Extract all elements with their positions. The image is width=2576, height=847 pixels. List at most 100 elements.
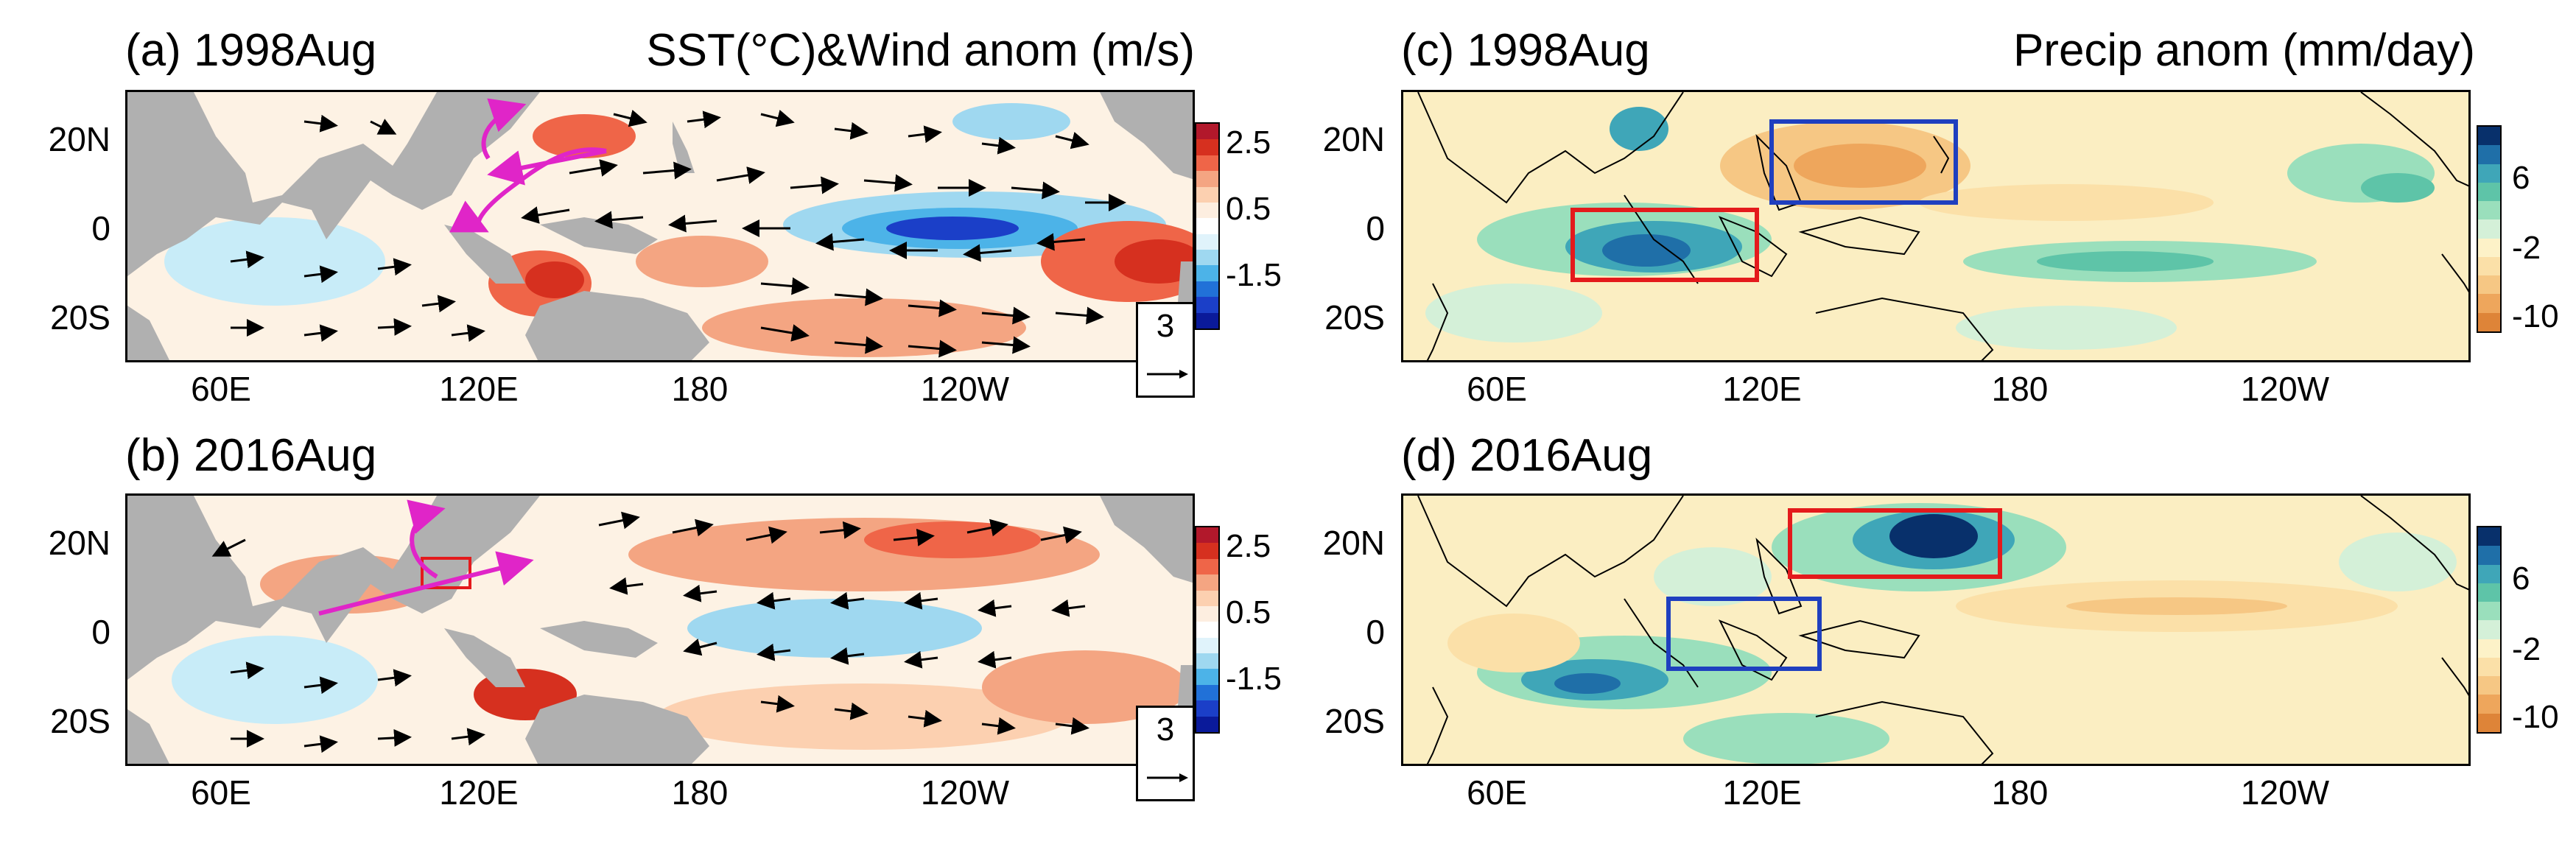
- panel-a-variable-title: SST(°C)&Wind anom (m/s): [646, 25, 1195, 76]
- panel-b-lat-0: 0: [91, 613, 110, 651]
- panel-d-lon-120e: 120E: [1722, 773, 1802, 812]
- panel-d-cbar-label-low: -10: [2512, 699, 2559, 735]
- colorbar-swatch: [2478, 164, 2500, 183]
- colorbar-swatch: [1196, 590, 1218, 606]
- colorbar-swatch: [1196, 124, 1218, 140]
- panel-b-lon-180: 180: [671, 773, 729, 812]
- panel-c-title: (c) 1998Aug: [1401, 25, 1650, 76]
- colorbar-swatch: [2478, 620, 2500, 639]
- panel-c-cbar-label-low: -10: [2512, 298, 2559, 334]
- panel-b-lon-120e: 120E: [439, 773, 519, 812]
- panel-d-lat-0: 0: [1366, 613, 1385, 651]
- colorbar-swatch: [1196, 155, 1218, 172]
- colorbar-swatch: [1196, 139, 1218, 155]
- colorbar-swatch: [2478, 256, 2500, 276]
- panel-b-lat-20s: 20S: [50, 702, 110, 740]
- panel-b-cbar-label-low: -1.5: [1226, 661, 1282, 697]
- panel-d-lon-180: 180: [1991, 773, 2049, 812]
- colorbar-swatch: [2478, 201, 2500, 220]
- colorbar-swatch: [1196, 653, 1218, 669]
- panel-a-lat-20s: 20S: [50, 298, 110, 337]
- colorbar-swatch: [1196, 186, 1218, 203]
- colorbar-swatch: [1196, 637, 1218, 653]
- panel-a-map: [125, 90, 1195, 362]
- colorbar-swatch: [1196, 558, 1218, 575]
- panel-c-map: [1401, 90, 2471, 362]
- colorbar-swatch: [2478, 127, 2500, 146]
- panel-d-lat-20s: 20S: [1324, 702, 1385, 740]
- panel-a-lon-120e: 120E: [439, 370, 519, 408]
- colorbar-swatch: [2478, 695, 2500, 714]
- colorbar-swatch: [2478, 676, 2500, 695]
- panel-a-lat-20n: 20N: [48, 120, 110, 158]
- panel-c-lon-60e: 60E: [1467, 370, 1527, 408]
- panel-c-lat-20s: 20S: [1324, 298, 1385, 337]
- panel-b-cbar-label-high: 2.5: [1226, 528, 1271, 564]
- colorbar-swatch: [2478, 657, 2500, 677]
- panel-a-lat-0: 0: [91, 209, 110, 247]
- colorbar-swatch: [1196, 543, 1218, 559]
- panel-c-lon-180: 180: [1991, 370, 2049, 408]
- panel-d-cbar-label-high: 6: [2512, 560, 2530, 597]
- panel-d-colorbar: [2477, 526, 2502, 734]
- panel-d-map: [1401, 493, 2471, 766]
- panel-b-lon-120w: 120W: [920, 773, 1010, 812]
- colorbar-swatch: [1196, 605, 1218, 622]
- colorbar-swatch: [1196, 700, 1218, 717]
- panel-b-colorbar: [1195, 526, 1220, 734]
- colorbar-swatch: [1196, 669, 1218, 685]
- panel-a-reference-value: 3: [1156, 308, 1175, 344]
- colorbar-swatch: [1196, 312, 1218, 328]
- colorbar-swatch: [2478, 219, 2500, 239]
- panel-d-title: (d) 2016Aug: [1401, 430, 1653, 481]
- panel-c-lon-120e: 120E: [1722, 370, 1802, 408]
- panel-c-lat-0: 0: [1366, 209, 1385, 247]
- panel-b-reference-vector: 3: [1136, 706, 1195, 801]
- colorbar-swatch: [2478, 713, 2500, 732]
- panel-a-lon-60e: 60E: [191, 370, 251, 408]
- colorbar-swatch: [2478, 639, 2500, 658]
- colorbar-swatch: [1196, 250, 1218, 266]
- colorbar-swatch: [2478, 238, 2500, 257]
- panel-b-reference-value: 3: [1156, 711, 1175, 748]
- colorbar-swatch: [1196, 202, 1218, 219]
- panel-b-lon-60e: 60E: [191, 773, 251, 812]
- panel-b-cbar-label-mid: 0.5: [1226, 594, 1271, 630]
- colorbar-swatch: [1196, 622, 1218, 638]
- panel-b-title: (b) 2016Aug: [125, 430, 377, 481]
- panel-a-cbar-label-low: -1.5: [1226, 257, 1282, 293]
- panel-c-cbar-label-high: 6: [2512, 160, 2530, 196]
- panel-c-lon-120w: 120W: [2240, 370, 2330, 408]
- panel-c-cbar-label-mid: -2: [2512, 230, 2541, 266]
- colorbar-swatch: [1196, 281, 1218, 298]
- colorbar-swatch: [1196, 527, 1218, 544]
- panel-a-lon-180: 180: [671, 370, 729, 408]
- colorbar-swatch: [2478, 275, 2500, 295]
- panel-a-cbar-label-high: 2.5: [1226, 124, 1271, 161]
- colorbar-swatch: [2478, 546, 2500, 565]
- colorbar-swatch: [1196, 265, 1218, 281]
- panel-a-cbar-label-mid: 0.5: [1226, 191, 1271, 227]
- colorbar-swatch: [1196, 218, 1218, 234]
- colorbar-swatch: [1196, 297, 1218, 313]
- colorbar-swatch: [2478, 182, 2500, 202]
- colorbar-swatch: [1196, 574, 1218, 591]
- colorbar-swatch: [2478, 145, 2500, 164]
- colorbar-swatch: [2478, 583, 2500, 602]
- colorbar-swatch: [1196, 716, 1218, 732]
- colorbar-swatch: [1196, 171, 1218, 187]
- panel-c-variable-title: Precip anom (mm/day): [2012, 25, 2475, 76]
- panel-d-cbar-label-mid: -2: [2512, 631, 2541, 667]
- colorbar-swatch: [2478, 527, 2500, 546]
- colorbar-swatch: [2478, 602, 2500, 621]
- panel-a-lon-120w: 120W: [920, 370, 1010, 408]
- panel-d-lat-20n: 20N: [1322, 524, 1385, 562]
- panel-d-lon-120w: 120W: [2240, 773, 2330, 812]
- colorbar-swatch: [1196, 684, 1218, 701]
- panel-d-lon-60e: 60E: [1467, 773, 1527, 812]
- colorbar-swatch: [2478, 294, 2500, 313]
- colorbar-swatch: [1196, 233, 1218, 250]
- panel-c-lat-20n: 20N: [1322, 120, 1385, 158]
- panel-c-colorbar: [2477, 125, 2502, 333]
- panel-a-colorbar: [1195, 122, 1220, 330]
